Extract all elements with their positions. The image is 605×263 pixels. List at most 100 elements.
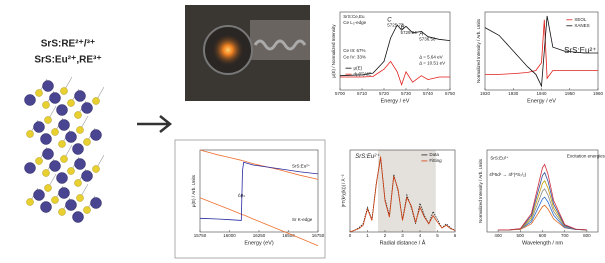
sr-atom xyxy=(91,198,102,209)
annotation: Ce L₃-edge xyxy=(343,20,366,25)
x-axis-label: Energy / eV xyxy=(527,98,556,104)
annotation: Δμ₀ xyxy=(238,192,246,197)
s-atom xyxy=(75,180,82,187)
sr-atom xyxy=(43,81,54,92)
figure: SrS:RE²⁺/³⁺ SrS:Eu²⁺,RE³⁺ 57005710572057… xyxy=(0,0,605,263)
y-axis-label: |FT(k²χ(k))| / Å⁻³ xyxy=(340,174,346,207)
x-tick-label: 5750 xyxy=(445,91,456,96)
sr-atom xyxy=(75,91,86,102)
fit-window xyxy=(378,150,436,232)
formula-2: SrS:Eu²⁺,RE³⁺ xyxy=(34,55,101,66)
legend-label: XANES xyxy=(574,23,589,28)
x-tick-label: 4 xyxy=(419,233,422,238)
x-tick-label: 1940 xyxy=(536,91,547,96)
s-atom xyxy=(52,197,59,204)
x-axis-label: Radial distance / Å xyxy=(380,239,426,246)
x-tick-label: 2 xyxy=(384,233,387,238)
s-atom xyxy=(77,195,84,202)
x-tick-label: 1 xyxy=(366,233,369,238)
y-axis-label: μ(E) / Arb. Units xyxy=(191,174,196,207)
x-tick-label: 15750 xyxy=(194,233,207,238)
x-tick-label: 1930 xyxy=(508,91,519,96)
legend-label: μ(E) xyxy=(354,65,363,70)
sr-atom xyxy=(25,95,36,106)
sr-atom xyxy=(57,173,68,184)
x-tick-label: 1950 xyxy=(565,91,576,96)
sr-atom xyxy=(66,200,77,211)
sr-atom xyxy=(50,93,61,104)
series-line xyxy=(200,162,318,220)
series-line xyxy=(498,189,587,230)
sr-atom xyxy=(34,190,45,201)
s-atom xyxy=(61,156,68,163)
s-atom xyxy=(45,117,52,124)
x-tick-label: 500 xyxy=(517,233,525,238)
x-tick-label: 5700 xyxy=(335,91,346,96)
legend-label: Data xyxy=(429,152,439,157)
sr-atom xyxy=(25,163,36,174)
y-axis-label: Normalized Intensity / Arb. Units xyxy=(476,18,481,83)
annotation: 5736.58 xyxy=(419,36,436,41)
annotation: SrS:Eu²⁺ xyxy=(564,46,596,55)
annotation: SrS:Eu²⁺ xyxy=(292,164,311,169)
x-tick-label: 5730 xyxy=(401,91,412,96)
sr-atom xyxy=(75,159,86,170)
s-atom xyxy=(93,98,100,105)
x-tick-label: 600 xyxy=(539,233,547,238)
arrow xyxy=(137,116,170,132)
s-atom xyxy=(68,168,75,175)
s-atom xyxy=(43,102,50,109)
annotation: Δ = 5.64 eV xyxy=(419,54,442,59)
s-atom xyxy=(43,170,50,177)
sr-atom xyxy=(73,144,84,155)
annotation: Excitation energies xyxy=(567,154,605,159)
formula-1: SrS:RE²⁺/³⁺ xyxy=(41,39,95,50)
sr-atom xyxy=(82,103,93,114)
x-tick-label: 1960 xyxy=(593,91,604,96)
sr-atom xyxy=(91,130,102,141)
x-tick-label: 5740 xyxy=(423,91,434,96)
sr-atom xyxy=(41,134,52,145)
sr-atom xyxy=(57,105,68,116)
s-atom xyxy=(52,129,59,136)
sr-atom xyxy=(82,171,93,182)
x-axis-label: Energy / eV xyxy=(381,98,410,104)
s-atom xyxy=(84,207,91,214)
s-atom xyxy=(36,158,43,165)
series-line xyxy=(498,173,587,230)
s-atom xyxy=(36,90,43,97)
x-tick-label: 800 xyxy=(583,233,591,238)
x-tick-label: 5710 xyxy=(357,91,368,96)
crystal-structure xyxy=(25,77,105,223)
s-atom xyxy=(77,127,84,134)
s-atom xyxy=(75,112,82,119)
x-tick-label: 3 xyxy=(401,233,404,238)
s-atom xyxy=(61,88,68,95)
x-tick-label: 16250 xyxy=(253,233,266,238)
photo xyxy=(185,5,310,101)
s-atom xyxy=(68,100,75,107)
series-line xyxy=(498,181,587,230)
legend-label: XEOL xyxy=(574,17,587,22)
s-atom xyxy=(93,166,100,173)
x-tick-label: 16750 xyxy=(312,233,325,238)
annotation: SrS:Eu²⁺ xyxy=(490,155,509,160)
annotation: SrS:Ce,Eu xyxy=(343,14,365,19)
sr-atom xyxy=(66,132,77,143)
legend-label: Fitting xyxy=(429,158,442,163)
annotation: 5729.94 xyxy=(401,30,418,35)
x-tick-label: 16000 xyxy=(223,233,236,238)
sr-atom xyxy=(59,188,70,199)
sr-atom xyxy=(34,122,45,133)
s-atom xyxy=(84,139,91,146)
s-atom xyxy=(59,209,66,216)
annotation: 4f⁶5d¹ → 4f⁷(⁸S₇/₂) xyxy=(489,172,526,177)
s-atom xyxy=(59,141,66,148)
annotation: Δ = 10.51 eV xyxy=(419,61,445,66)
sr-atom xyxy=(50,161,61,172)
s-atom xyxy=(45,185,52,192)
sr-atom xyxy=(41,202,52,213)
x-tick-label: 6 xyxy=(454,233,457,238)
x-tick-label: 1920 xyxy=(480,91,491,96)
series-line xyxy=(498,197,587,230)
